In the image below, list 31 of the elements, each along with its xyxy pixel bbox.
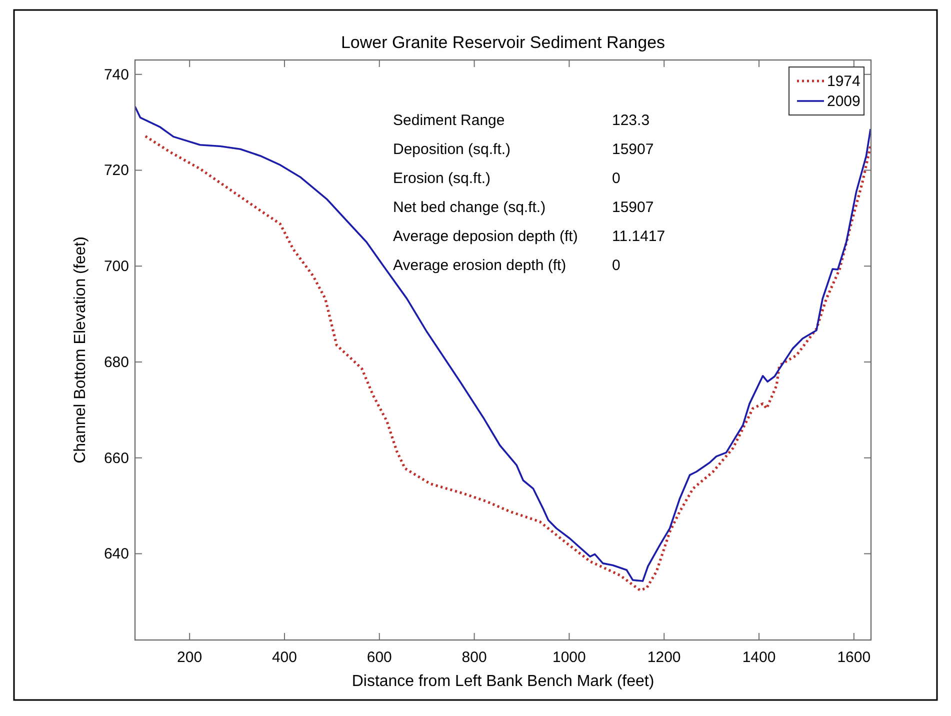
annotation: 15907 (612, 199, 654, 216)
annotation: Average deposion depth (ft) (393, 228, 578, 245)
x-tick-label: 800 (462, 649, 487, 666)
y-tick-label: 700 (104, 258, 129, 276)
y-tick-label: 640 (104, 546, 129, 563)
legend-label: 1974 (827, 73, 860, 90)
annotation: Erosion (sq.ft.) (393, 170, 491, 187)
annotation: Average erosion depth (ft) (393, 257, 566, 274)
x-tick-label: 1000 (552, 649, 586, 666)
annotation: Sediment Range (393, 112, 505, 129)
y-axis-title: Channel Bottom Elevation (feet) (72, 236, 89, 464)
annotation: Deposition (sq.ft.) (393, 141, 511, 158)
x-tick-label: 200 (177, 649, 202, 666)
y-tick-label: 680 (104, 354, 129, 371)
y-tick-label: 720 (104, 162, 129, 180)
chart-title: Lower Granite Reservoir Sediment Ranges (340, 33, 666, 52)
y-tick-label: 740 (104, 66, 129, 84)
x-tick-label: 1200 (647, 649, 681, 666)
annotation: 0 (612, 257, 620, 274)
annotation: 15907 (612, 141, 654, 158)
x-tick-label: 1600 (837, 649, 871, 666)
x-axis-title: Distance from Left Bank Bench Mark (feet) (352, 673, 654, 690)
x-tick-label: 600 (366, 649, 392, 666)
annotation: 11.1417 (612, 228, 666, 245)
annotation: Net bed change (sq.ft.) (393, 199, 546, 216)
y-tick-label: 660 (104, 450, 129, 467)
legend-label: 2009 (827, 93, 860, 110)
annotation: 0 (612, 170, 620, 187)
x-tick-label: 1400 (742, 649, 776, 666)
annotation: 123.3 (612, 112, 650, 129)
x-tick-label: 400 (272, 649, 297, 666)
